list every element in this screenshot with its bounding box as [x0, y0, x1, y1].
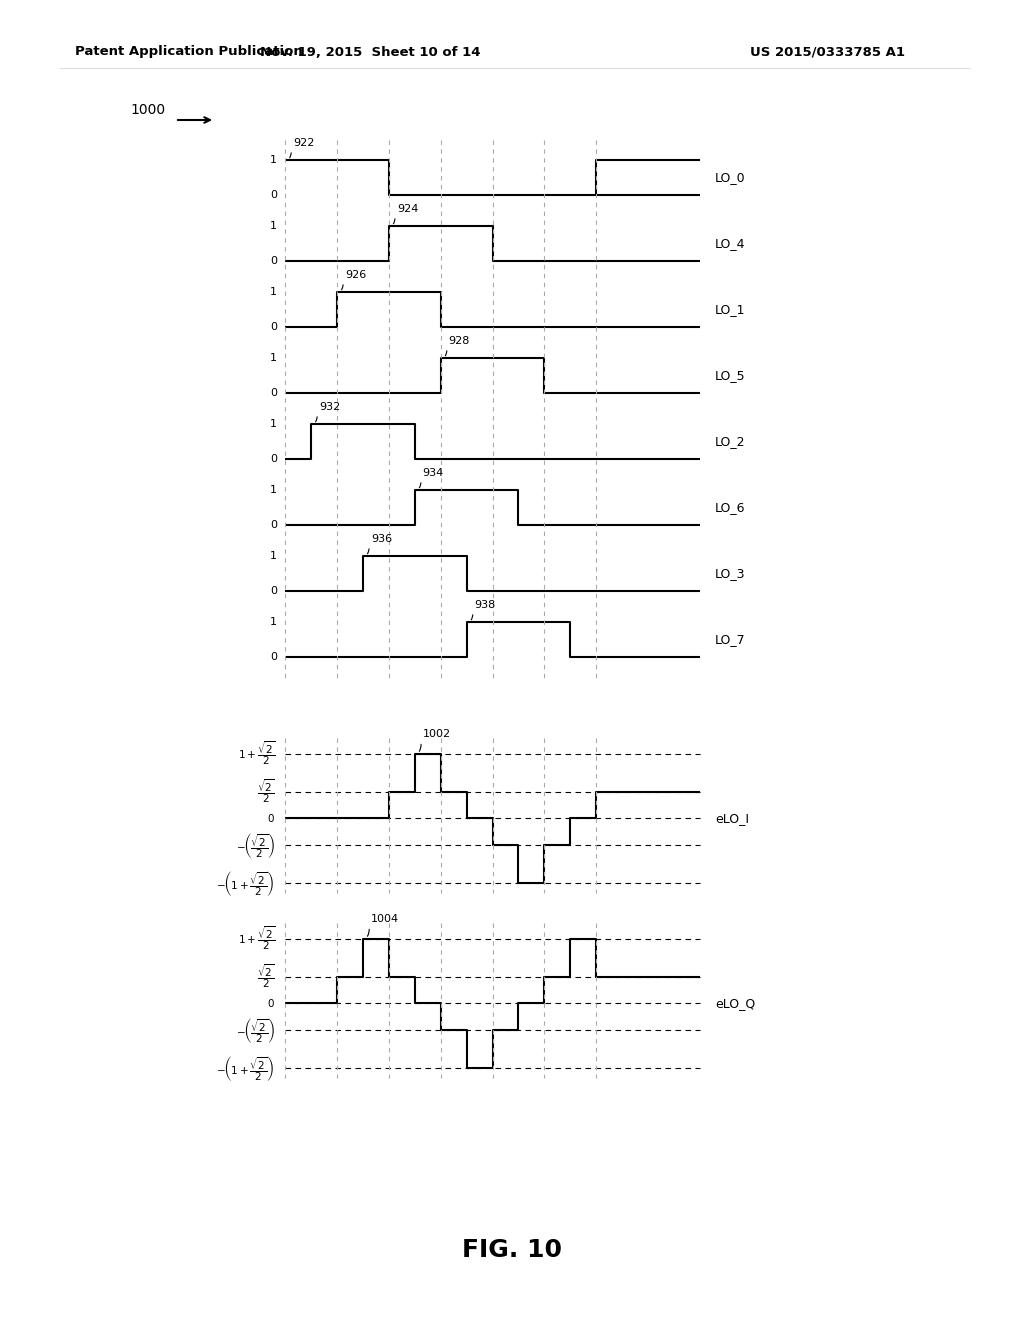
Text: 1: 1 — [270, 550, 278, 561]
Text: LO_5: LO_5 — [715, 370, 745, 381]
Text: 0: 0 — [270, 388, 278, 399]
Text: eLO_Q: eLO_Q — [715, 997, 756, 1010]
Text: $0$: $0$ — [267, 812, 275, 825]
Text: FIG. 10: FIG. 10 — [462, 1238, 562, 1262]
Text: $-\!\left(1+\dfrac{\sqrt{2}}{2}\right)$: $-\!\left(1+\dfrac{\sqrt{2}}{2}\right)$ — [216, 1053, 275, 1082]
Text: Patent Application Publication: Patent Application Publication — [75, 45, 303, 58]
Text: 928: 928 — [449, 337, 470, 346]
Text: LO_1: LO_1 — [715, 304, 745, 315]
Text: 1: 1 — [270, 352, 278, 363]
Text: 936: 936 — [371, 535, 392, 544]
Text: 0: 0 — [270, 586, 278, 597]
Text: eLO_I: eLO_I — [715, 812, 749, 825]
Text: 1004: 1004 — [371, 913, 399, 924]
Text: 924: 924 — [396, 205, 418, 214]
Text: 1: 1 — [270, 616, 278, 627]
Text: $1+\dfrac{\sqrt{2}}{2}$: $1+\dfrac{\sqrt{2}}{2}$ — [238, 739, 275, 767]
Text: 1: 1 — [270, 418, 278, 429]
Text: $\dfrac{\sqrt{2}}{2}$: $\dfrac{\sqrt{2}}{2}$ — [257, 777, 275, 805]
Text: US 2015/0333785 A1: US 2015/0333785 A1 — [750, 45, 905, 58]
Text: 934: 934 — [423, 469, 444, 478]
Text: $-\!\left(\dfrac{\sqrt{2}}{2}\right)$: $-\!\left(\dfrac{\sqrt{2}}{2}\right)$ — [236, 1016, 275, 1044]
Text: 1002: 1002 — [423, 729, 451, 738]
Text: $1+\dfrac{\sqrt{2}}{2}$: $1+\dfrac{\sqrt{2}}{2}$ — [238, 924, 275, 953]
Text: $-\!\left(\dfrac{\sqrt{2}}{2}\right)$: $-\!\left(\dfrac{\sqrt{2}}{2}\right)$ — [236, 830, 275, 859]
Text: 0: 0 — [270, 322, 278, 333]
Text: 1: 1 — [270, 220, 278, 231]
Text: 0: 0 — [270, 190, 278, 201]
Text: $0$: $0$ — [267, 998, 275, 1010]
Text: 922: 922 — [293, 139, 314, 148]
Text: 0: 0 — [270, 520, 278, 531]
Text: 938: 938 — [474, 601, 496, 610]
Text: LO_3: LO_3 — [715, 568, 745, 579]
Text: 1: 1 — [270, 154, 278, 165]
Text: 926: 926 — [345, 271, 367, 280]
Text: LO_2: LO_2 — [715, 436, 745, 447]
Text: 1: 1 — [270, 286, 278, 297]
Text: 0: 0 — [270, 454, 278, 465]
Text: 0: 0 — [270, 256, 278, 267]
Text: $\dfrac{\sqrt{2}}{2}$: $\dfrac{\sqrt{2}}{2}$ — [257, 962, 275, 990]
Text: 932: 932 — [318, 403, 340, 412]
Text: $-\!\left(1+\dfrac{\sqrt{2}}{2}\right)$: $-\!\left(1+\dfrac{\sqrt{2}}{2}\right)$ — [216, 869, 275, 898]
Text: LO_7: LO_7 — [715, 634, 745, 645]
Text: LO_0: LO_0 — [715, 172, 745, 183]
Text: 1000: 1000 — [130, 103, 165, 117]
Text: 0: 0 — [270, 652, 278, 663]
Text: 1: 1 — [270, 484, 278, 495]
Text: Nov. 19, 2015  Sheet 10 of 14: Nov. 19, 2015 Sheet 10 of 14 — [260, 45, 480, 58]
Text: LO_6: LO_6 — [715, 502, 745, 513]
Text: LO_4: LO_4 — [715, 238, 745, 249]
